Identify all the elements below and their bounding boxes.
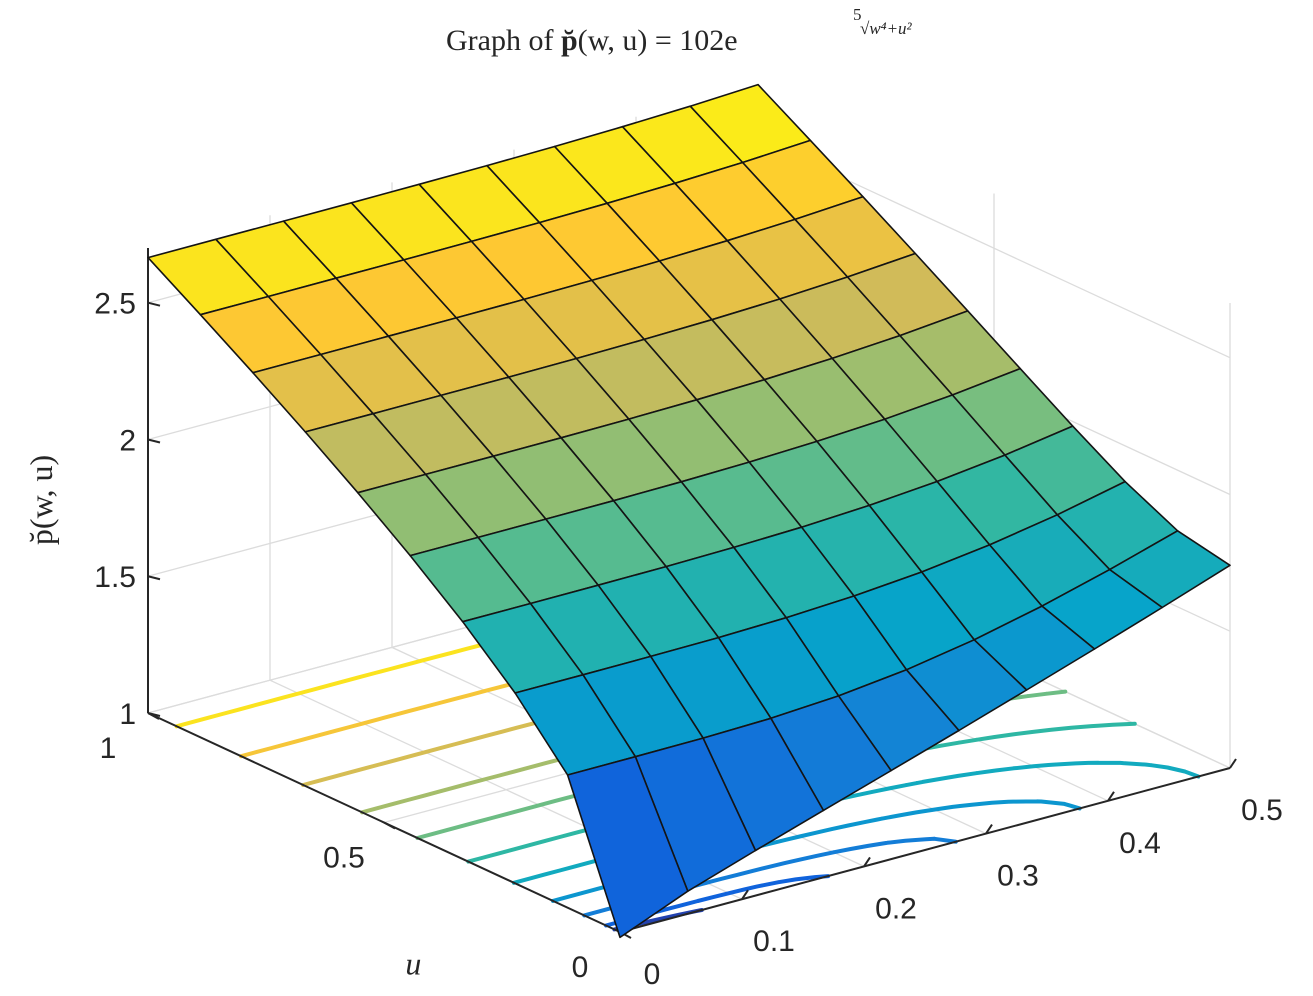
y-tick-label: 0.5 — [323, 842, 365, 875]
title-exponent: √w⁴+u² — [860, 19, 913, 38]
surface-mesh — [147, 83, 1231, 939]
axes — [147, 248, 1237, 939]
title-function: p̆ — [561, 24, 578, 57]
x-axis-line — [619, 767, 1231, 933]
z-tick-label: 1 — [119, 698, 136, 731]
x-tick-mark — [863, 856, 871, 867]
z-axis-label: p̆(w, u) — [23, 455, 59, 545]
x-tick-label: 0.5 — [1241, 794, 1283, 827]
x-tick-mark — [1229, 758, 1237, 769]
y-tick-mark — [147, 712, 160, 720]
x-tick-mark — [985, 824, 993, 835]
x-tick-label: 0 — [644, 958, 661, 991]
chart-title: Graph of p̆(w, u) = 102e 5 √w⁴+u² — [446, 5, 913, 57]
title-root-index: 5 — [853, 5, 862, 24]
y-tick-label: 1 — [100, 732, 117, 765]
x-tick-label: 0.3 — [997, 860, 1039, 893]
z-tick-label: 2 — [119, 424, 136, 457]
x-tick-label: 0.2 — [875, 892, 917, 925]
z-tick-label: 2.5 — [94, 288, 136, 321]
tick-labels: 1 1.5 2 2.5 0 0.1 0.2 0.3 0.4 0.5 0 0.5 1 — [94, 288, 1283, 991]
y-axis-label: u — [405, 945, 421, 981]
z-tick-mark — [147, 438, 161, 444]
x-tick-label: 0.1 — [753, 925, 795, 958]
x-tick-mark — [741, 889, 749, 900]
y-tick-mark — [383, 821, 396, 830]
title-prefix: Graph of — [446, 24, 561, 57]
z-tick-mark — [147, 575, 161, 581]
title-expression: (w, u) = 102e — [578, 24, 738, 57]
x-tick-label: 0.4 — [1119, 827, 1161, 860]
z-tick-mark — [147, 301, 161, 307]
surface-patch — [566, 755, 689, 939]
y-tick-label: 0 — [572, 951, 589, 984]
svg-text:Graph of p̆(w, u) = 102e: Graph of p̆(w, u) = 102e — [446, 24, 738, 57]
x-tick-mark — [1107, 791, 1115, 802]
z-tick-label: 1.5 — [94, 561, 136, 594]
